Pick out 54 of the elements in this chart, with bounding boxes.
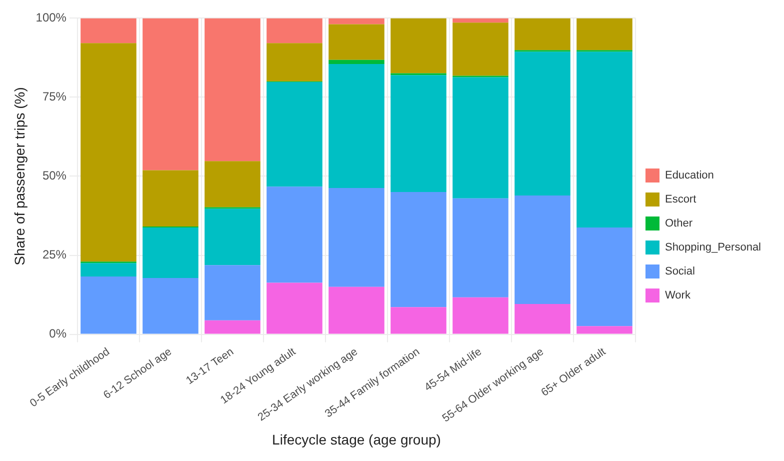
bar bbox=[266, 186, 322, 283]
bar bbox=[452, 297, 508, 334]
bar bbox=[204, 161, 260, 208]
bar bbox=[266, 282, 322, 334]
bar bbox=[576, 52, 632, 228]
bar bbox=[204, 320, 260, 334]
bar bbox=[80, 263, 136, 276]
bar bbox=[142, 18, 198, 170]
bar bbox=[266, 43, 322, 82]
bar bbox=[514, 196, 570, 304]
legend-label: Other bbox=[664, 218, 693, 230]
bar bbox=[142, 227, 198, 278]
bar bbox=[80, 276, 136, 334]
y-tick-label: 50% bbox=[42, 168, 67, 183]
bar bbox=[266, 18, 322, 44]
bar bbox=[328, 64, 384, 188]
bar bbox=[390, 18, 446, 74]
bar bbox=[514, 52, 570, 196]
y-tick-label: 25% bbox=[42, 248, 67, 262]
bar bbox=[452, 18, 508, 23]
bar bbox=[142, 278, 198, 334]
bar bbox=[80, 43, 136, 262]
bar bbox=[142, 170, 198, 227]
x-axis-title: Lifecycle stage (age group) bbox=[272, 431, 441, 448]
bar bbox=[452, 198, 508, 298]
legend-label: Education bbox=[664, 170, 714, 182]
bar bbox=[390, 307, 446, 334]
bar bbox=[328, 60, 384, 64]
bar bbox=[328, 188, 384, 287]
bar bbox=[328, 18, 384, 24]
y-tick-label: 100% bbox=[36, 10, 67, 25]
bar bbox=[204, 208, 260, 266]
legend-label: Escort bbox=[664, 194, 696, 206]
bar bbox=[576, 227, 632, 326]
y-tick-label: 75% bbox=[42, 90, 67, 104]
bar bbox=[390, 75, 446, 192]
bar bbox=[452, 77, 508, 198]
legend-label: Work bbox=[664, 290, 691, 302]
bar bbox=[576, 18, 632, 50]
legend-label: Shopping_Personal bbox=[664, 242, 762, 254]
y-tick-label: 0% bbox=[49, 326, 67, 341]
bar bbox=[576, 326, 632, 334]
bar bbox=[204, 18, 260, 162]
bar bbox=[266, 82, 322, 187]
bar bbox=[328, 286, 384, 334]
bar bbox=[80, 18, 136, 44]
bar bbox=[514, 18, 570, 50]
y-axis-title: Share of passenger trips (%) bbox=[11, 87, 28, 266]
bar bbox=[452, 22, 508, 76]
bar bbox=[390, 192, 446, 308]
bar bbox=[328, 24, 384, 60]
bar bbox=[204, 265, 260, 320]
legend-label: Social bbox=[664, 266, 695, 278]
bar bbox=[514, 304, 570, 334]
